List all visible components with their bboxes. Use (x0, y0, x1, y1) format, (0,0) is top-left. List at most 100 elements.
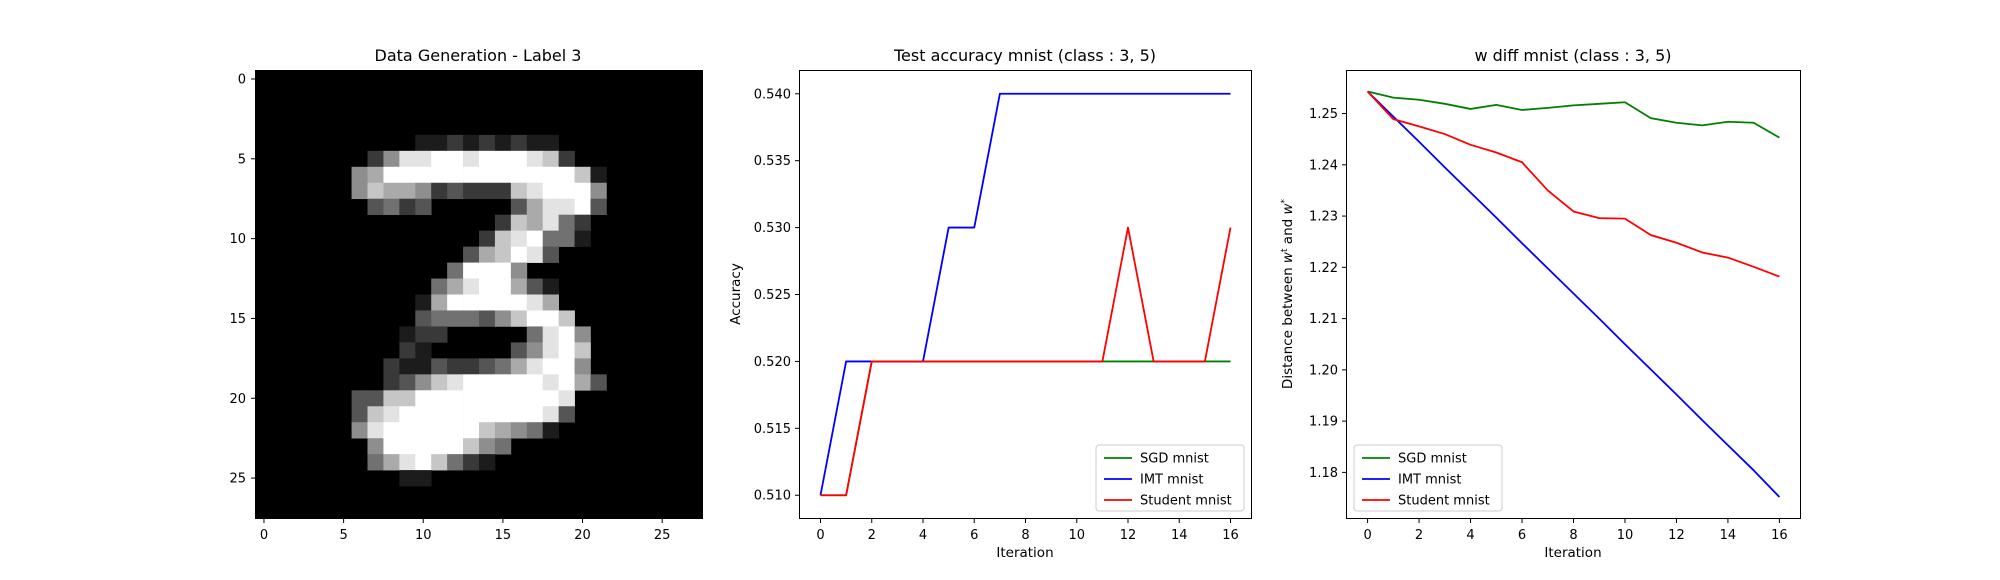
image-pixel (574, 198, 591, 216)
image-pixel (510, 374, 528, 391)
image-pixel (367, 166, 384, 184)
image-pixel (431, 454, 448, 471)
image-pixel (399, 182, 416, 200)
legend-label: SGD mnist (1398, 452, 1467, 467)
image-pixel (542, 406, 559, 423)
image-pixel (399, 150, 416, 168)
image-pixel (542, 278, 559, 295)
image-pixel (399, 166, 416, 184)
image-pixel (447, 134, 464, 152)
image-pixel (447, 358, 464, 375)
image-pixel (494, 134, 512, 152)
image-pixel (494, 406, 512, 423)
image-pixel (526, 150, 544, 168)
image-pixel (383, 454, 400, 471)
image-pixel (494, 246, 512, 263)
image-pixel (494, 230, 512, 247)
accuracy-panel: Test accuracy mnist (class : 3, 5) 0 2 4 6 8… (728, 46, 1252, 561)
x-tick-label: 10 (1068, 528, 1085, 543)
image-pixel (447, 150, 464, 168)
image-pixel (574, 358, 591, 375)
series-line-sgd-mnist (1367, 90, 1780, 139)
y-tick-label: 1.23 (1309, 210, 1338, 225)
image-pixel (447, 454, 464, 471)
wdiff-y-label: Distance between wt and w* (1280, 198, 1296, 389)
x-tick-label: 16 (1771, 528, 1788, 543)
image-pixel (558, 310, 575, 327)
image-pixel (558, 198, 575, 216)
image-pixel (447, 262, 464, 279)
image-pixel (479, 262, 496, 279)
image-pixel (399, 198, 416, 216)
image-pixel (510, 310, 528, 327)
image-pixel (494, 310, 512, 327)
image-pixel (526, 326, 544, 343)
image-pixel (431, 326, 448, 343)
image-pixel (542, 342, 559, 359)
image-pixel (494, 166, 512, 184)
image-y-tick-label: 5 (238, 152, 246, 167)
image-y-tick-label: 0 (238, 72, 246, 87)
image-pixel (479, 310, 496, 327)
image-pixel (415, 326, 432, 343)
image-x-ticks: 0 5 10 15 20 25 (260, 518, 671, 543)
image-pixel (351, 182, 368, 200)
image-pixel (447, 310, 464, 327)
legend-label: SGD mnist (1140, 452, 1209, 467)
image-pixel (431, 358, 448, 375)
image-pixel (431, 422, 448, 439)
accuracy-title: Test accuracy mnist (class : 3, 5) (893, 46, 1156, 65)
image-x-tick-label: 15 (495, 528, 512, 543)
image-y-ticks: 0 5 10 15 20 25 (229, 72, 256, 487)
image-pixel (383, 390, 400, 407)
image-pixel (510, 294, 528, 311)
image-pixel (510, 182, 528, 200)
image-pixel (542, 230, 559, 247)
image-y-tick-label: 25 (229, 472, 246, 487)
image-pixel (558, 214, 575, 231)
image-pixel (590, 198, 607, 216)
image-pixel (479, 374, 496, 391)
image-pixel (415, 150, 432, 168)
y-tick-label: 1.22 (1309, 261, 1338, 276)
image-pixel (463, 278, 480, 295)
image-pixel (510, 198, 528, 216)
y-tick-label: 0.530 (754, 221, 791, 236)
image-pixel (526, 294, 544, 311)
image-pixel (526, 390, 544, 407)
y-tick-label: 1.19 (1309, 415, 1338, 430)
image-pixel (415, 358, 432, 375)
legend-label: IMT mnist (1398, 473, 1462, 488)
x-tick-label: 2 (1415, 528, 1423, 543)
image-pixel (479, 278, 496, 295)
image-pixel (574, 230, 591, 247)
image-pixel (479, 230, 496, 247)
image-pixel (494, 262, 512, 279)
image-pixel (399, 406, 416, 423)
image-pixel (526, 214, 544, 231)
legend-label: IMT mnist (1140, 473, 1204, 488)
y-tick-label: 0.515 (754, 422, 791, 437)
image-pixel (526, 406, 544, 423)
image-pixel (510, 390, 528, 407)
image-pixel (510, 134, 528, 152)
image-pixel (542, 294, 559, 311)
wdiff-x-ticks: 0 2 4 6 8 10 12 14 16 (1363, 518, 1788, 543)
image-pixel (542, 134, 559, 152)
image-pixel (415, 166, 432, 184)
image-x-tick-label: 25 (654, 528, 671, 543)
image-pixel (479, 390, 496, 407)
image-pixel (399, 342, 416, 359)
image-pixel (431, 134, 448, 152)
image-pixel (463, 166, 480, 184)
image-pixel (399, 390, 416, 407)
image-pixel (431, 390, 448, 407)
image-pixel (574, 342, 591, 359)
x-tick-label: 8 (1021, 528, 1029, 543)
image-pixel (542, 374, 559, 391)
image-pixel (463, 358, 480, 375)
image-pixel (526, 374, 544, 391)
image-pixel (542, 150, 559, 168)
image-pixel (463, 134, 480, 152)
y-tick-label: 1.21 (1309, 312, 1338, 327)
